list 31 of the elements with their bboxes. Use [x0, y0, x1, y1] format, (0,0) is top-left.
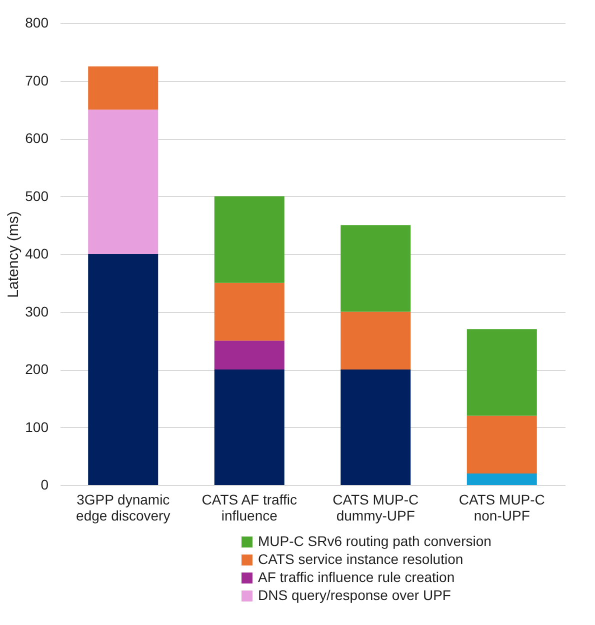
bar	[88, 254, 158, 485]
bar	[214, 370, 284, 485]
bar	[340, 370, 411, 485]
bar	[88, 66, 158, 110]
y-tick-label: 800	[25, 14, 49, 30]
bar	[88, 110, 158, 254]
y-tick-label: 0	[40, 476, 49, 492]
y-tick-label: 200	[25, 361, 49, 377]
y-tick-label: 700	[25, 72, 49, 88]
legend-label: CATS service instance resolution	[258, 551, 464, 567]
bar	[466, 329, 537, 416]
x-tick-label: CATS MUP-C non-UPF	[458, 492, 545, 524]
x-tick-label: CATS AF traffic influence	[202, 492, 297, 524]
y-tick-label: 100	[25, 418, 49, 435]
bar	[214, 282, 284, 341]
bar	[214, 340, 284, 370]
legend-label: AF traffic influence rule creation	[258, 569, 455, 585]
bar	[214, 196, 284, 283]
legend-label: MUP-C SRv6 routing path conversion	[258, 533, 492, 549]
bar	[466, 473, 537, 485]
bar	[340, 225, 411, 312]
y-tick-label: 300	[25, 303, 49, 320]
legend-label: DNS query/response over UPF	[258, 587, 451, 603]
y-tick-label: 400	[25, 246, 49, 262]
y-tick-label: 500	[25, 188, 49, 204]
bar	[340, 312, 411, 370]
y-tick-label: 600	[25, 130, 49, 146]
bar	[466, 416, 537, 474]
x-tick-label: CATS MUP-C dummy-UPF	[332, 492, 419, 524]
x-tick-label: 3GPP dynamic edge discovery	[76, 492, 170, 524]
y-axis-title: Latency (ms)	[5, 211, 22, 298]
